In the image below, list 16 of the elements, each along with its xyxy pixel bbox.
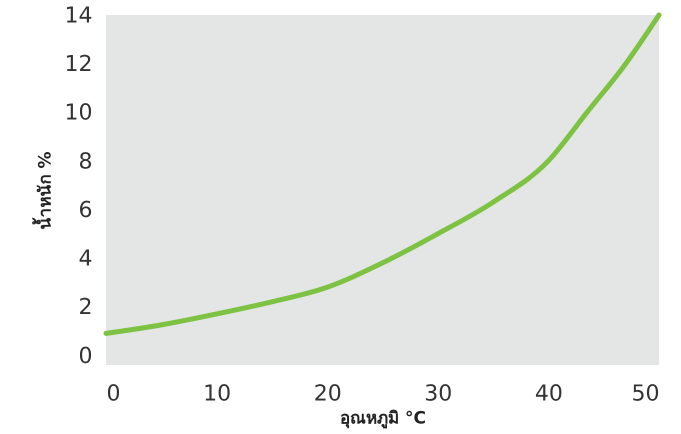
y-axis-title: น้ำหนัก %	[32, 152, 56, 230]
x-axis-title: อุณหภูมิ °C	[340, 408, 426, 430]
y-tick-label: 2	[78, 295, 92, 320]
y-tick-label: 14	[64, 4, 92, 28]
x-tick-label: 40	[534, 382, 563, 406]
x-tick-label: 10	[203, 382, 232, 406]
y-tick-label: 10	[64, 100, 92, 126]
y-tick-label: 0	[78, 344, 92, 369]
x-tick-label: 0	[106, 382, 120, 406]
y-tick-label: 12	[64, 52, 92, 78]
x-tick-label: 50	[632, 382, 660, 406]
x-tick-label: 20	[314, 382, 342, 406]
y-tick-label: 8	[78, 149, 92, 174]
x-tick-label: 30	[424, 382, 452, 406]
y-tick-label: 6	[78, 198, 92, 223]
y-tick-label: 4	[78, 246, 92, 272]
